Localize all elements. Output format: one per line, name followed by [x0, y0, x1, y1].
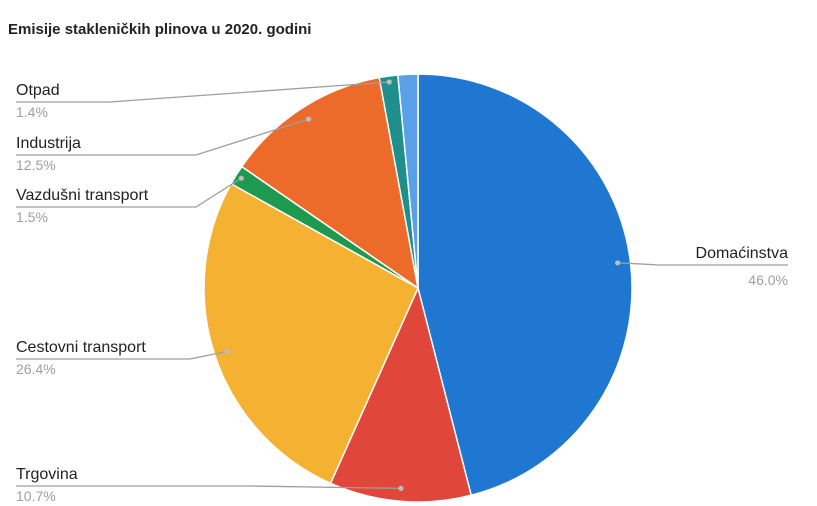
slice-domacinstva — [417, 73, 633, 497]
label-otpad: Otpad — [16, 82, 60, 99]
leader-domacinstva — [617, 262, 788, 266]
label-trgovina: Trgovina — [16, 466, 78, 483]
pct-trgovina: 10.7% — [16, 488, 56, 504]
leader-dot-otpad — [386, 79, 392, 85]
leader-dot-industrija — [306, 116, 312, 122]
leader-industrija — [16, 118, 309, 156]
slice-industrija — [240, 76, 420, 290]
pct-cestovni-transport: 26.4% — [16, 361, 56, 377]
leader-trgovina — [16, 485, 402, 490]
chart-title: Emisije stakleničkih plinova u 2020. god… — [8, 21, 311, 38]
pct-vazdusni-transport: 1.5% — [16, 209, 48, 225]
leader-cestovni-transport — [16, 350, 228, 360]
slice-trgovina — [329, 285, 473, 503]
leader-dot-trgovina — [398, 485, 404, 491]
pct-otpad: 1.4% — [16, 104, 48, 120]
label-industrija: Industrija — [16, 135, 81, 152]
slice-unlabeled-6 — [397, 73, 419, 289]
leader-vazdusni-transport — [16, 177, 242, 208]
label-domacinstva: Domaćinstva — [696, 245, 789, 262]
leader-lines — [16, 79, 788, 491]
label-vazdusni-transport: Vazdušni transport — [16, 187, 149, 204]
leader-dot-domacinstva — [615, 260, 621, 266]
leader-dot-cestovni-transport — [224, 348, 230, 354]
pie-slices — [203, 73, 633, 503]
label-cestovni-transport: Cestovni transport — [16, 339, 146, 356]
slice-labels: Domaćinstva 46.0% Trgovina 10.7% Cestovni tr… — [16, 82, 788, 504]
leader-dot-vazdusni-transport — [238, 175, 244, 181]
pct-domacinstva: 46.0% — [748, 272, 788, 288]
leader-otpad — [16, 81, 390, 103]
pct-industrija: 12.5% — [16, 157, 56, 173]
